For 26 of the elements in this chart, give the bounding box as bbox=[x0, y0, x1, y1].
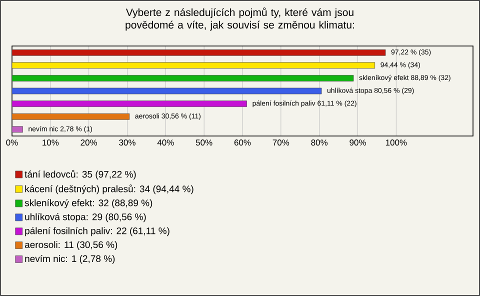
chart-title: Vyberte z následujících pojmů ty, které vám jsou povědomé a víte, jak souvisí se změnou klimatu: bbox=[126, 8, 354, 31]
x-tick-label: 60% bbox=[234, 140, 251, 146]
bar bbox=[12, 113, 130, 120]
x-tick-label: 30% bbox=[119, 140, 136, 146]
x-tick-label: 90% bbox=[350, 140, 366, 146]
bar bbox=[12, 100, 247, 107]
x-tick-label: 50% bbox=[196, 140, 212, 146]
x-tick-label: 100% bbox=[386, 140, 407, 146]
x-tick-label: 10% bbox=[42, 140, 59, 146]
x-tick-label: 40% bbox=[157, 140, 174, 146]
x-tick-label: 20% bbox=[80, 140, 98, 146]
legend-label: aerosoli: 11 (30,56 %) bbox=[24, 241, 118, 250]
legend-label: kácení (deštných) pralesů: 34 (94,44 %) bbox=[25, 184, 194, 194]
bar bbox=[12, 62, 376, 69]
bar bbox=[12, 88, 322, 94]
legend-label: pálení fosilních paliv: 22 (61,11 %) bbox=[25, 227, 170, 236]
bar bbox=[12, 126, 23, 133]
legend-label: skleníkový efekt: 32 (88,89 %) bbox=[24, 199, 152, 208]
bar bbox=[12, 49, 386, 56]
legend-label: uhlíková stopa: 29 (80,56 %) bbox=[25, 213, 146, 222]
legend-label: tání ledovců: 35 (97,22 %) bbox=[24, 170, 136, 180]
x-tick-label: 0% bbox=[6, 140, 18, 146]
legend-label: nevím nic: 1 (2,78 %) bbox=[25, 254, 115, 264]
bar bbox=[12, 75, 354, 82]
x-tick-label: 70% bbox=[272, 140, 290, 146]
x-tick-label: 80% bbox=[311, 140, 328, 146]
